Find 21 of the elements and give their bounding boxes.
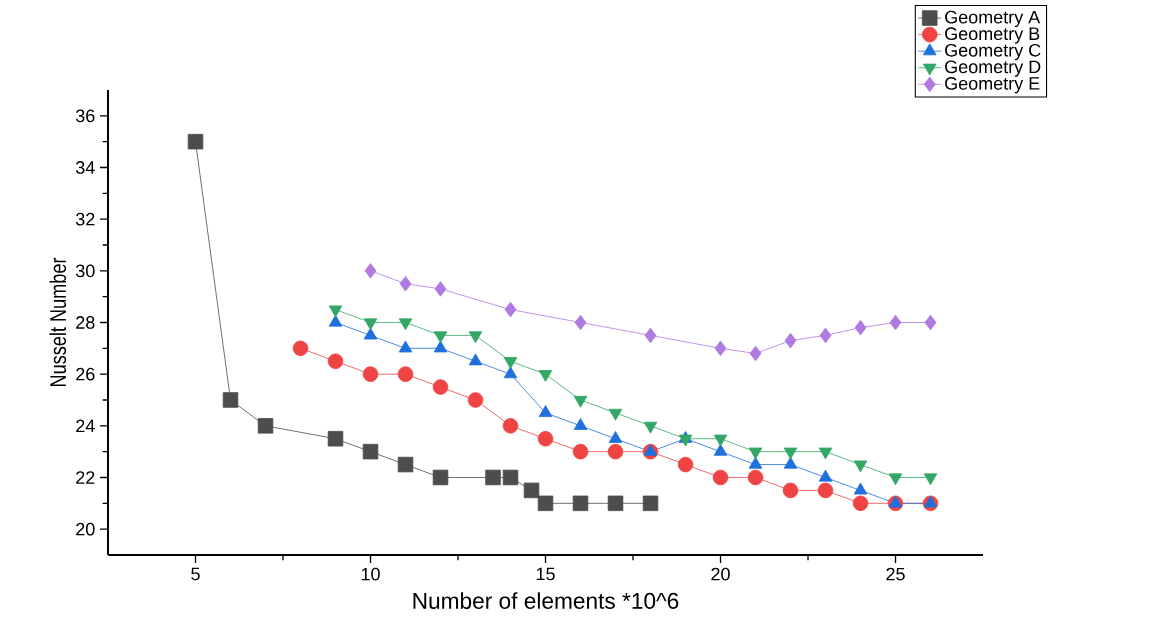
legend-label: Geometry B [945, 27, 1040, 44]
x-tick-label: 10 [361, 567, 380, 581]
y-tick-label: 24 [76, 419, 95, 433]
y-tick-label: 34 [75, 161, 95, 174]
x-tick-label: 15 [536, 567, 555, 581]
y-axis-title: Nusselt Number [49, 257, 67, 386]
y-tick-label: 36 [75, 109, 95, 123]
y-tick-label: 26 [76, 367, 95, 381]
y-tick-label: 30 [75, 264, 95, 278]
x-tick-label: 25 [886, 567, 905, 581]
x-axis-title: Number of elements *10^6 [413, 592, 679, 609]
legend-label: Geometry D [945, 60, 1041, 77]
y-tick-label: 32 [75, 212, 95, 226]
legend-label: Geometry E [945, 77, 1040, 94]
y-tick-label: 20 [76, 522, 95, 536]
legend-label: Geometry A [945, 10, 1041, 28]
y-tick-label: 22 [76, 471, 95, 484]
y-tick-label: 28 [76, 316, 95, 329]
legend-label: Geometry C [945, 43, 1041, 61]
x-tick-label: 20 [711, 567, 730, 581]
x-tick-label: 5 [191, 567, 200, 581]
